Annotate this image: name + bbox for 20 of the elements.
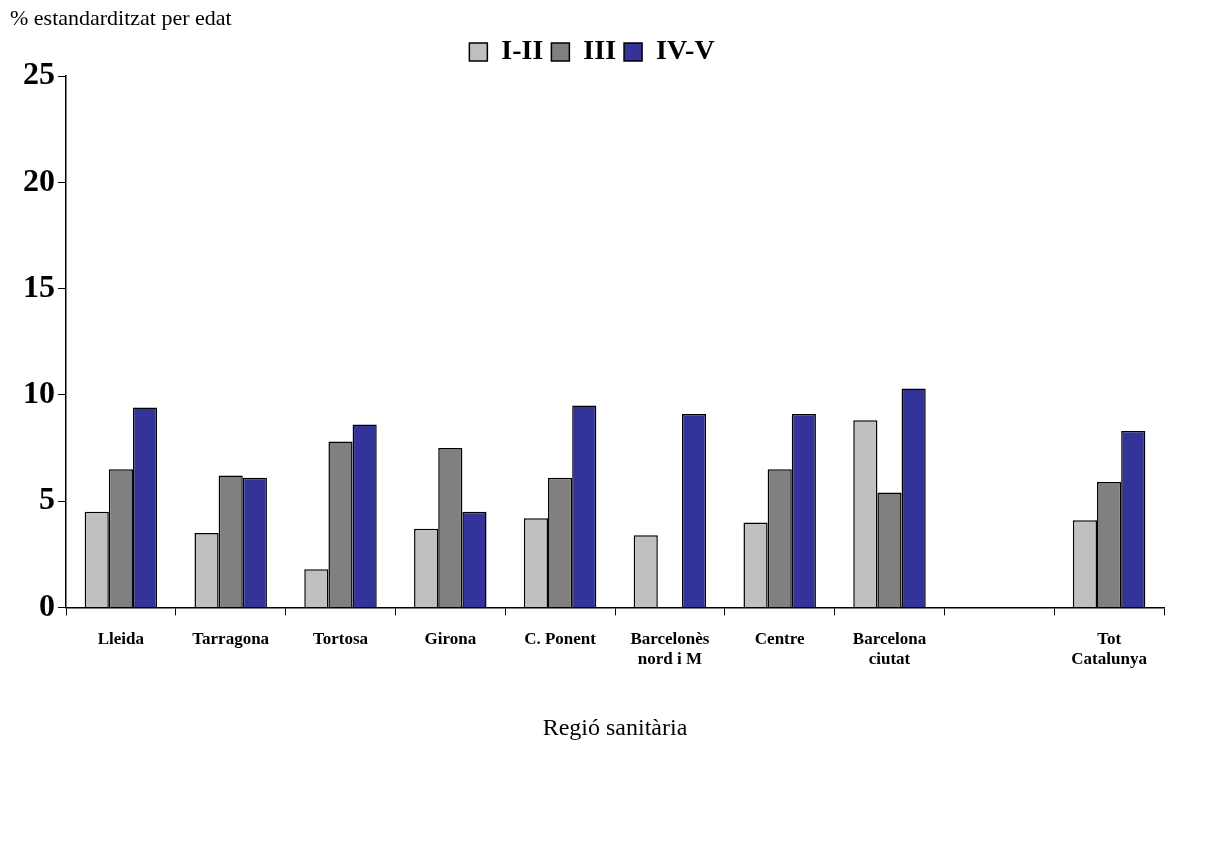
y-tick-label: 25	[23, 55, 55, 92]
x-tick-label: Tortosa	[312, 628, 369, 648]
x-tick-label: Tarragona	[192, 628, 270, 648]
x-tick-label: Tot Catalunya	[1071, 628, 1148, 669]
y-tick-label: 10	[23, 374, 55, 411]
legend-label: I-II	[501, 34, 544, 66]
x-tick-label: Girona	[424, 628, 477, 648]
legend-label: IV-V	[656, 34, 715, 66]
y-tick-label: 20	[23, 161, 55, 198]
x-axis-title: Regió sanitària	[542, 713, 688, 740]
x-tick-label: Barcelonès nord i M	[630, 628, 710, 669]
x-tick-label: Barcelona ciutat	[852, 628, 927, 669]
y-axis-title: % estandarditzat per edat	[10, 4, 232, 30]
x-tick-label: C. Ponent	[524, 628, 597, 648]
x-tick-label: Centre	[754, 628, 806, 648]
y-tick-label: 15	[23, 267, 55, 304]
x-tick-label: Lleida	[97, 628, 145, 648]
legend-label: III	[583, 34, 617, 66]
y-tick-label: 5	[39, 480, 55, 517]
y-tick-label: 0	[39, 586, 55, 623]
